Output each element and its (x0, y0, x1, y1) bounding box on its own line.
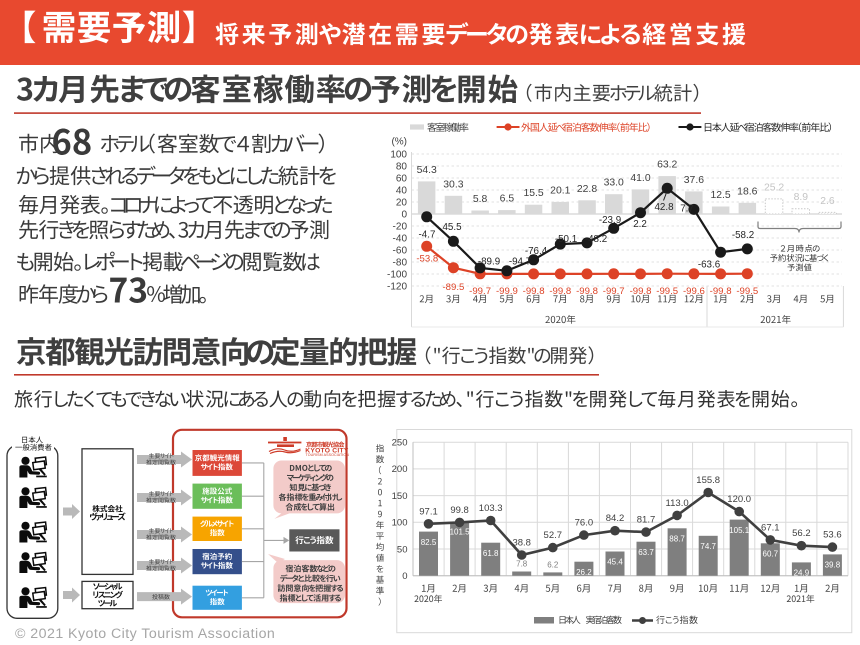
svg-text:-99.7: -99.7 (469, 286, 491, 297)
svg-text:2.6: 2.6 (820, 196, 835, 207)
svg-text:120.0: 120.0 (727, 494, 751, 505)
svg-text:60.7: 60.7 (763, 550, 779, 559)
svg-text:15.5: 15.5 (523, 188, 543, 199)
svg-text:-23.9: -23.9 (599, 215, 621, 226)
svg-text:30.3: 30.3 (443, 179, 463, 190)
svg-text:5.8: 5.8 (473, 194, 488, 205)
svg-text:33.0: 33.0 (604, 178, 624, 189)
svg-text:18.6: 18.6 (737, 186, 757, 197)
svg-text:8.9: 8.9 (794, 192, 809, 203)
svg-text:101.5: 101.5 (450, 528, 471, 537)
svg-text:80: 80 (396, 162, 408, 173)
svg-text:-40: -40 (393, 234, 408, 245)
svg-text:-99.8: -99.8 (523, 286, 545, 297)
svg-text:-120: -120 (387, 282, 407, 293)
svg-text:45.5: 45.5 (442, 222, 462, 233)
svg-text:-99.6: -99.6 (683, 286, 705, 297)
svg-text:84.2: 84.2 (606, 513, 625, 524)
svg-text:-58.2: -58.2 (732, 230, 754, 241)
svg-text:-20: -20 (393, 222, 408, 233)
svg-text:-99.5: -99.5 (656, 286, 678, 297)
svg-text:-48.2: -48.2 (585, 234, 607, 245)
svg-text:-99.7: -99.7 (603, 286, 625, 297)
svg-text:25.2: 25.2 (764, 182, 784, 193)
svg-text:-94.7: -94.7 (509, 257, 531, 268)
svg-text:42.8: 42.8 (654, 202, 674, 213)
svg-text:250: 250 (392, 438, 408, 449)
svg-text:99.8: 99.8 (450, 505, 469, 516)
svg-text:-99.5: -99.5 (736, 286, 758, 297)
svg-text:-53.8: -53.8 (416, 254, 438, 265)
svg-text:37.6: 37.6 (684, 175, 704, 186)
svg-text:100: 100 (392, 518, 408, 529)
svg-text:53.6: 53.6 (823, 530, 842, 541)
svg-text:41.0: 41.0 (630, 173, 650, 184)
svg-text:150: 150 (392, 491, 408, 502)
svg-text:26.2: 26.2 (576, 568, 592, 577)
svg-text:20: 20 (396, 198, 408, 209)
svg-text:103.3: 103.3 (479, 503, 503, 514)
svg-text:74.7: 74.7 (700, 542, 716, 551)
svg-text:39.8: 39.8 (825, 561, 841, 570)
svg-text:60: 60 (396, 174, 408, 185)
svg-text:67.1: 67.1 (761, 522, 780, 533)
svg-text:-99.8: -99.8 (549, 286, 571, 297)
svg-text:(%): (%) (391, 137, 407, 148)
svg-text:KYOTO CITY: KYOTO CITY (305, 448, 349, 455)
svg-text:76.0: 76.0 (575, 518, 594, 529)
svg-text:-63.6: -63.6 (698, 259, 721, 270)
svg-text:200: 200 (392, 464, 408, 475)
svg-text:-99.9: -99.9 (496, 286, 518, 297)
svg-text:105.1: 105.1 (729, 526, 750, 535)
svg-text:100: 100 (390, 150, 407, 161)
svg-text:-99.8: -99.8 (710, 286, 732, 297)
svg-text:2.2: 2.2 (633, 219, 647, 230)
svg-text:-89.5: -89.5 (442, 282, 464, 293)
svg-text:7.8: 7.8 (516, 560, 528, 569)
svg-text:22.8: 22.8 (577, 184, 597, 195)
svg-text:-50.1: -50.1 (555, 234, 577, 245)
svg-text:82.5: 82.5 (421, 538, 437, 547)
svg-text:6.5: 6.5 (500, 194, 515, 205)
svg-text:7.7: 7.7 (680, 204, 694, 215)
svg-text:© 2021 Kyoto City Tourism Asso: © 2021 Kyoto City Tourism Association (15, 626, 275, 642)
svg-text:155.8: 155.8 (696, 475, 720, 486)
svg-text:40: 40 (396, 186, 408, 197)
svg-text:63.2: 63.2 (657, 160, 677, 171)
svg-text:56.2: 56.2 (792, 528, 811, 539)
svg-text:-89.9: -89.9 (478, 257, 500, 268)
svg-text:-99.8: -99.8 (576, 286, 598, 297)
svg-text:0: 0 (401, 210, 407, 221)
svg-text:45.4: 45.4 (607, 558, 623, 567)
svg-text:-4.7: -4.7 (419, 230, 436, 241)
svg-text:TOURISM ASSOCIATION: TOURISM ASSOCIATION (306, 453, 350, 457)
svg-text:24.9: 24.9 (794, 569, 810, 578)
svg-text:-99.8: -99.8 (630, 286, 652, 297)
svg-text:20.1: 20.1 (550, 185, 570, 196)
svg-text:61.8: 61.8 (483, 549, 499, 558)
svg-text:0: 0 (402, 571, 407, 582)
svg-text:54.3: 54.3 (417, 165, 437, 176)
svg-text:-76.4: -76.4 (525, 246, 548, 257)
svg-text:6.2: 6.2 (547, 560, 559, 569)
svg-text:12.5: 12.5 (710, 190, 730, 201)
svg-text:63.7: 63.7 (638, 548, 654, 557)
svg-text:-60: -60 (393, 246, 408, 257)
svg-text:38.8: 38.8 (512, 538, 531, 549)
svg-text:-100: -100 (387, 270, 407, 281)
svg-text:113.0: 113.0 (666, 498, 689, 509)
svg-text:-80: -80 (393, 258, 408, 269)
svg-text:88.7: 88.7 (669, 535, 685, 544)
svg-text:50: 50 (397, 544, 408, 555)
svg-text:97.1: 97.1 (419, 506, 438, 517)
svg-text:81.7: 81.7 (637, 515, 656, 526)
svg-text:52.7: 52.7 (544, 530, 563, 541)
